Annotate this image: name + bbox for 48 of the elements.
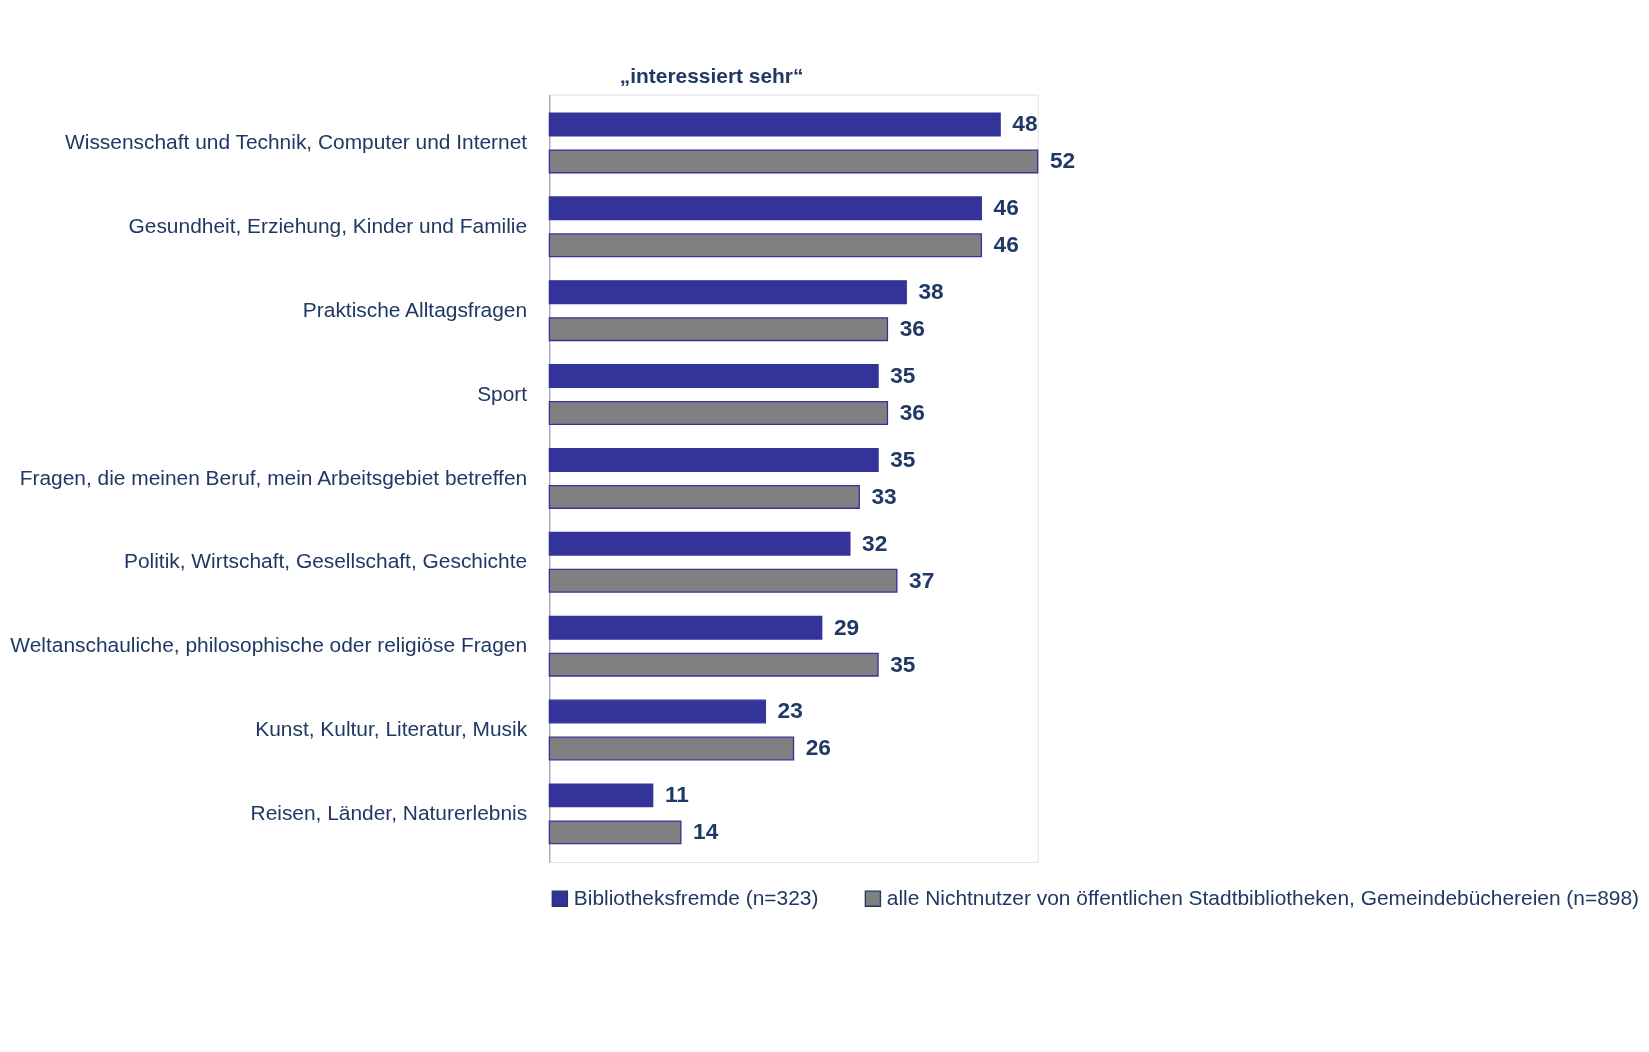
data-label: 52: [1049, 147, 1076, 174]
data-label: 46: [993, 231, 1019, 258]
bar: [548, 820, 682, 845]
data-label: 35: [890, 445, 916, 472]
bar: [548, 699, 767, 724]
y-tick-label: Sport: [477, 381, 528, 405]
bar: [548, 317, 889, 342]
data-label: 37: [909, 566, 935, 593]
bar: [548, 364, 879, 389]
y-tick-label: Politik, Wirtschaft, Gesellschaft, Geschichte: [123, 549, 528, 573]
chart-title: „interessiert sehr“: [619, 64, 804, 88]
bar: [548, 736, 795, 761]
y-tick-label: Praktische Alltagsfragen: [302, 297, 528, 321]
bar: [548, 149, 1039, 174]
bar: [548, 652, 879, 677]
bar: [548, 615, 823, 640]
legend-label: alle Nichtnutzer von öffentlichen Stadtbibliotheken, Gemeindebüchereien (n=898): [886, 885, 1640, 909]
bar: [548, 401, 889, 426]
bar: [548, 484, 860, 509]
bar: [548, 233, 983, 258]
data-label: 38: [918, 278, 944, 305]
data-label: 36: [899, 399, 925, 426]
data-label: 36: [899, 315, 925, 342]
bar: [548, 196, 983, 221]
data-label: 23: [777, 697, 803, 724]
data-label: 33: [871, 482, 897, 509]
data-label: 11: [664, 781, 689, 808]
y-tick-label: Kunst, Kultur, Literatur, Musik: [255, 717, 528, 741]
data-label: 14: [693, 818, 719, 845]
bar: [548, 112, 1001, 137]
bar: [548, 447, 879, 472]
data-label: 48: [1012, 110, 1038, 137]
data-label: 32: [862, 529, 888, 556]
bar: [548, 280, 907, 305]
y-tick-label: Gesundheit, Erziehung, Kinder und Familie: [128, 213, 528, 237]
data-label: 35: [890, 650, 916, 677]
y-tick-label: Fragen, die meinen Beruf, mein Arbeitsgebiet betreffen: [19, 465, 528, 489]
bar: [548, 531, 851, 556]
bar: [548, 568, 898, 593]
bar: [548, 783, 654, 808]
y-tick-label: Reisen, Länder, Naturerlebnis: [250, 800, 528, 824]
data-label: 46: [993, 194, 1019, 221]
data-label: 29: [833, 613, 860, 640]
data-label: 35: [890, 362, 916, 389]
legend-label: Bibliotheksfremde (n=323): [573, 885, 819, 909]
data-label: 26: [805, 734, 831, 761]
y-tick-label: Wissenschaft und Technik, Computer und Internet: [65, 130, 528, 154]
y-tick-label: Weltanschauliche, philosophische oder religiöse Fragen: [10, 633, 528, 657]
